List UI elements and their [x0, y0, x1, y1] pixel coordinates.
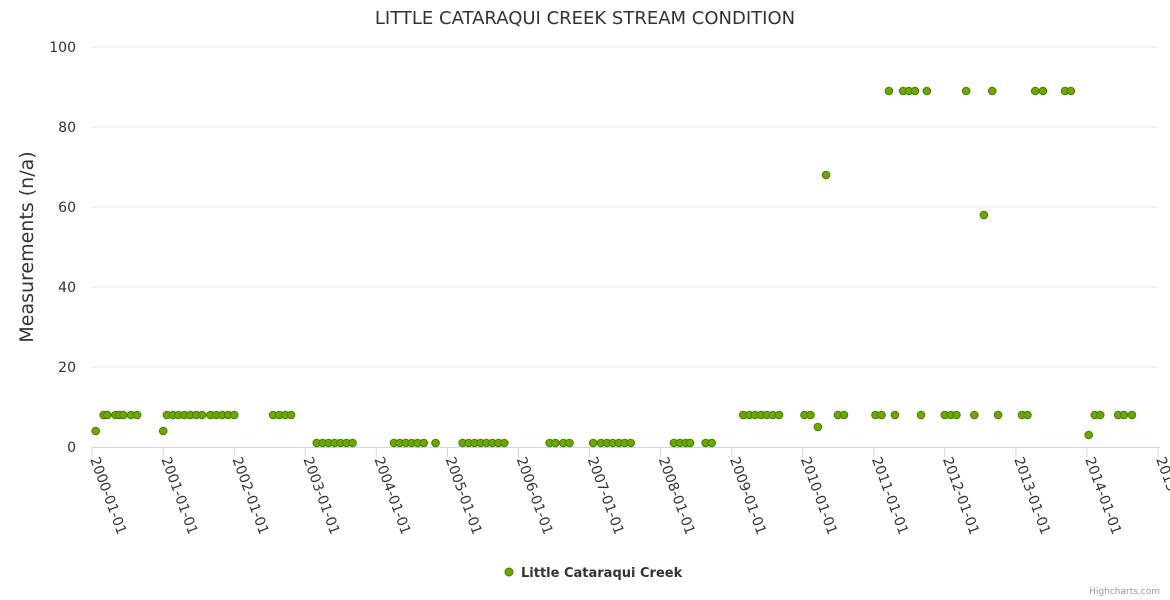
data-point[interactable]: [431, 438, 440, 448]
y-tick-label: 60: [58, 200, 76, 216]
data-point[interactable]: [821, 170, 831, 180]
data-point[interactable]: [1038, 86, 1048, 96]
data-point[interactable]: [132, 410, 142, 420]
credits-link[interactable]: Highcharts.com: [1089, 587, 1160, 597]
x-tick-label: 2005-01-01: [442, 455, 485, 537]
y-tick-label: 20: [58, 360, 76, 376]
y-tick-label: 100: [49, 40, 76, 56]
x-tick-label: 2008-01-01: [655, 455, 698, 537]
data-point[interactable]: [1030, 86, 1040, 96]
data-point[interactable]: [839, 410, 849, 420]
x-tick-label: 2000-01-01: [86, 455, 129, 537]
data-point[interactable]: [1127, 410, 1137, 420]
data-point[interactable]: [952, 410, 961, 420]
data-point[interactable]: [588, 438, 598, 448]
x-tick-label: 2003-01-01: [299, 455, 342, 537]
data-point[interactable]: [158, 426, 168, 436]
data-point[interactable]: [685, 438, 695, 448]
x-tick-label: 2002-01-01: [228, 455, 271, 537]
y-axis-title: Measurements (n/a): [16, 151, 38, 342]
data-point[interactable]: [348, 438, 357, 448]
chart-title: LITTLE CATARAQUI CREEK STREAM CONDITION: [375, 8, 795, 29]
data-point[interactable]: [961, 86, 971, 96]
x-axis: 2000-01-01 2001-01-01 2002-01-01 2003-01-01…: [86, 447, 1170, 537]
data-point[interactable]: [1095, 410, 1105, 420]
data-point[interactable]: [813, 422, 823, 432]
data-point[interactable]: [993, 410, 1003, 420]
data-point[interactable]: [197, 410, 207, 420]
data-point[interactable]: [806, 410, 815, 420]
legend[interactable]: Little Cataraqui Creek: [504, 566, 683, 581]
x-tick-label: 2013-01-01: [1010, 455, 1053, 537]
y-tick-label: 40: [58, 280, 76, 296]
data-point[interactable]: [979, 210, 989, 220]
data-point[interactable]: [286, 410, 296, 420]
data-point[interactable]: [119, 410, 128, 420]
y-tick-label: 0: [67, 440, 76, 456]
x-tick-label: 2007-01-01: [584, 455, 627, 537]
data-point[interactable]: [890, 410, 900, 420]
legend-marker: [504, 567, 514, 577]
x-tick-label: 2015-01-01: [1152, 455, 1170, 537]
x-tick-label: 2006-01-01: [513, 455, 556, 537]
data-point[interactable]: [910, 86, 920, 96]
data-point[interactable]: [1119, 410, 1129, 420]
data-point[interactable]: [229, 410, 239, 420]
data-point[interactable]: [987, 86, 997, 96]
x-tick-label: 2014-01-01: [1081, 455, 1124, 537]
data-point[interactable]: [626, 438, 636, 448]
data-point[interactable]: [1066, 86, 1076, 96]
y-axis-tick-labels: 0 20 40 60 80 100: [49, 40, 76, 456]
data-point[interactable]: [884, 86, 894, 96]
data-point[interactable]: [922, 86, 932, 96]
data-point[interactable]: [551, 438, 560, 448]
data-point[interactable]: [1023, 410, 1032, 420]
grid-lines: [92, 46, 1158, 368]
x-tick-label: 2012-01-01: [939, 455, 982, 537]
data-point[interactable]: [499, 438, 509, 448]
x-tick-label: 2009-01-01: [726, 455, 769, 537]
data-point[interactable]: [970, 410, 979, 420]
legend-item-label[interactable]: Little Cataraqui Creek: [521, 566, 683, 581]
data-point[interactable]: [91, 426, 100, 436]
data-point[interactable]: [707, 438, 716, 448]
x-tick-label: 2011-01-01: [868, 455, 911, 537]
data-point[interactable]: [1084, 430, 1094, 440]
x-tick-label: 2001-01-01: [157, 455, 200, 537]
x-tick-label: 2010-01-01: [797, 455, 840, 537]
y-tick-label: 80: [58, 120, 76, 136]
data-point[interactable]: [877, 410, 886, 420]
data-point[interactable]: [565, 438, 574, 448]
data-points[interactable]: [91, 86, 1137, 448]
data-point[interactable]: [419, 438, 429, 448]
data-point[interactable]: [916, 410, 926, 420]
data-point[interactable]: [103, 410, 112, 420]
data-point[interactable]: [774, 410, 784, 420]
x-tick-label: 2004-01-01: [370, 455, 413, 537]
